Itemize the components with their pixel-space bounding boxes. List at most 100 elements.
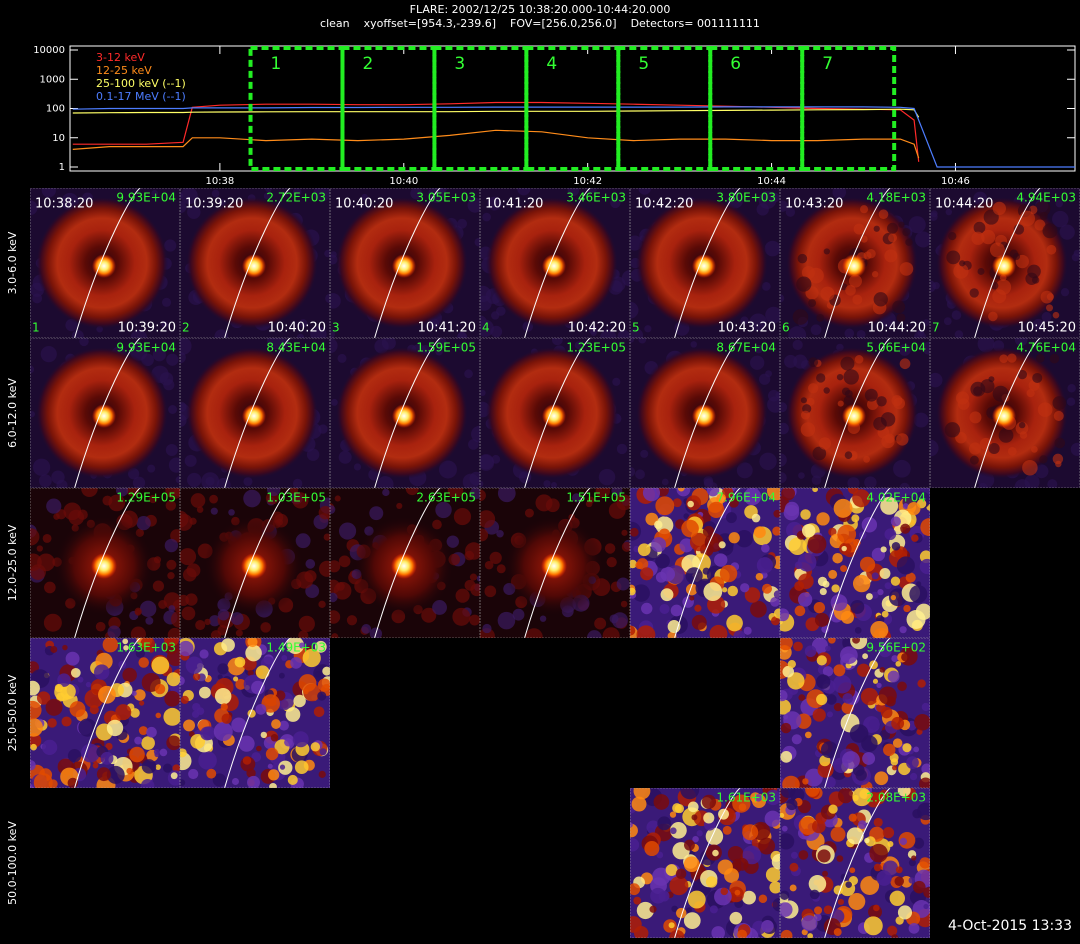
noise-blob: [685, 567, 703, 585]
bg-speck: [163, 592, 180, 610]
ring-patch: [995, 279, 1012, 295]
bg-speck: [108, 494, 126, 512]
noise-blob: [683, 513, 690, 519]
noise-blob: [655, 516, 674, 535]
noise-blob: [36, 691, 51, 705]
ring-patch: [888, 233, 898, 243]
noise-blob: [30, 718, 43, 737]
noise-blob: [794, 605, 806, 617]
noise-blob: [772, 897, 780, 912]
noise-blob: [78, 718, 97, 737]
bg-speck: [932, 282, 940, 290]
bg-speck: [640, 449, 649, 458]
noise-blob: [134, 689, 146, 701]
noise-blob: [897, 788, 911, 797]
cell-frame: [480, 188, 630, 338]
noise-blob: [131, 690, 137, 696]
noise-blob: [872, 678, 879, 684]
row-label: 3.0-6.0 keV: [6, 231, 19, 294]
noise-blob: [780, 890, 790, 900]
noise-blob: [819, 587, 827, 596]
bg-speck: [1055, 199, 1064, 208]
noise-blob: [884, 582, 892, 590]
cell-frame: [180, 488, 330, 638]
ring-patch: [1049, 353, 1060, 364]
noise-blob: [313, 706, 325, 718]
end-time: 10:39:20: [118, 321, 176, 336]
noise-blob: [106, 719, 124, 737]
noise-blob: [278, 720, 289, 731]
bg-speck: [126, 488, 139, 497]
bg-speck: [759, 452, 777, 471]
y-tick-label: 10000: [33, 45, 65, 56]
noise-blob: [814, 906, 823, 915]
noise-blob: [852, 794, 859, 802]
peak-value: 1.23E+05: [566, 341, 626, 355]
bg-speck: [480, 389, 486, 396]
noise-blob: [310, 742, 321, 752]
noise-blob: [96, 767, 111, 782]
noise-blob: [921, 702, 930, 712]
noise-blob: [714, 553, 728, 567]
noise-blob: [742, 845, 762, 865]
bg-speck: [435, 501, 452, 519]
noise-blob: [883, 743, 896, 757]
noise-blob: [671, 905, 678, 913]
noise-blob: [859, 556, 876, 572]
image-cell: [30, 188, 180, 338]
noise-blob: [850, 599, 865, 614]
image-cell: [180, 338, 330, 488]
noise-blob: [907, 502, 921, 516]
bg-speck: [775, 391, 780, 399]
bg-speck: [330, 560, 341, 573]
bg-speck: [621, 541, 630, 552]
noise-blob: [654, 520, 663, 529]
image-cell: [330, 338, 480, 488]
noise-blob: [801, 915, 818, 932]
noise-blob: [780, 751, 793, 763]
noise-blob: [630, 527, 639, 537]
noise-blob: [758, 837, 776, 855]
noise-blob: [122, 667, 137, 683]
noise-blob: [807, 534, 827, 554]
bg-speck: [30, 365, 35, 374]
bg-speck: [295, 533, 311, 549]
bg-speck: [305, 559, 316, 569]
noise-blob: [93, 664, 110, 680]
bg-speck: [330, 610, 341, 624]
noise-blob: [809, 889, 820, 900]
noise-blob: [139, 700, 145, 706]
noise-blob: [873, 863, 882, 872]
series-line: [72, 101, 920, 162]
ring-patch: [898, 221, 905, 228]
interval-index: 1: [32, 321, 40, 335]
image-cell: [630, 338, 780, 488]
ring-patch: [1034, 219, 1046, 231]
noise-blob: [897, 905, 913, 920]
interval-box: [524, 46, 621, 171]
noise-blob: [630, 822, 633, 828]
cell-frame: [780, 638, 930, 788]
noise-blob: [192, 673, 201, 681]
bg-speck: [318, 600, 326, 609]
bg-speck: [37, 553, 55, 572]
noise-blob: [188, 768, 199, 780]
noise-blob: [140, 778, 155, 788]
noise-blob: [192, 702, 201, 712]
end-time: 10:40:20: [268, 321, 326, 336]
bg-speck: [754, 344, 763, 354]
noise-blob: [773, 608, 780, 619]
bg-speck: [1070, 442, 1080, 456]
ring-patch: [971, 231, 985, 245]
noise-blob: [658, 528, 670, 540]
noise-blob: [630, 916, 642, 933]
bg-speck: [296, 333, 305, 338]
noise-blob: [298, 642, 305, 649]
noise-blob: [293, 694, 306, 708]
noise-blob: [793, 641, 803, 652]
source: [541, 553, 567, 579]
ring-patch: [792, 309, 809, 325]
noise-blob: [789, 884, 797, 892]
bg-speck: [410, 188, 423, 200]
noise-blob: [891, 934, 899, 938]
